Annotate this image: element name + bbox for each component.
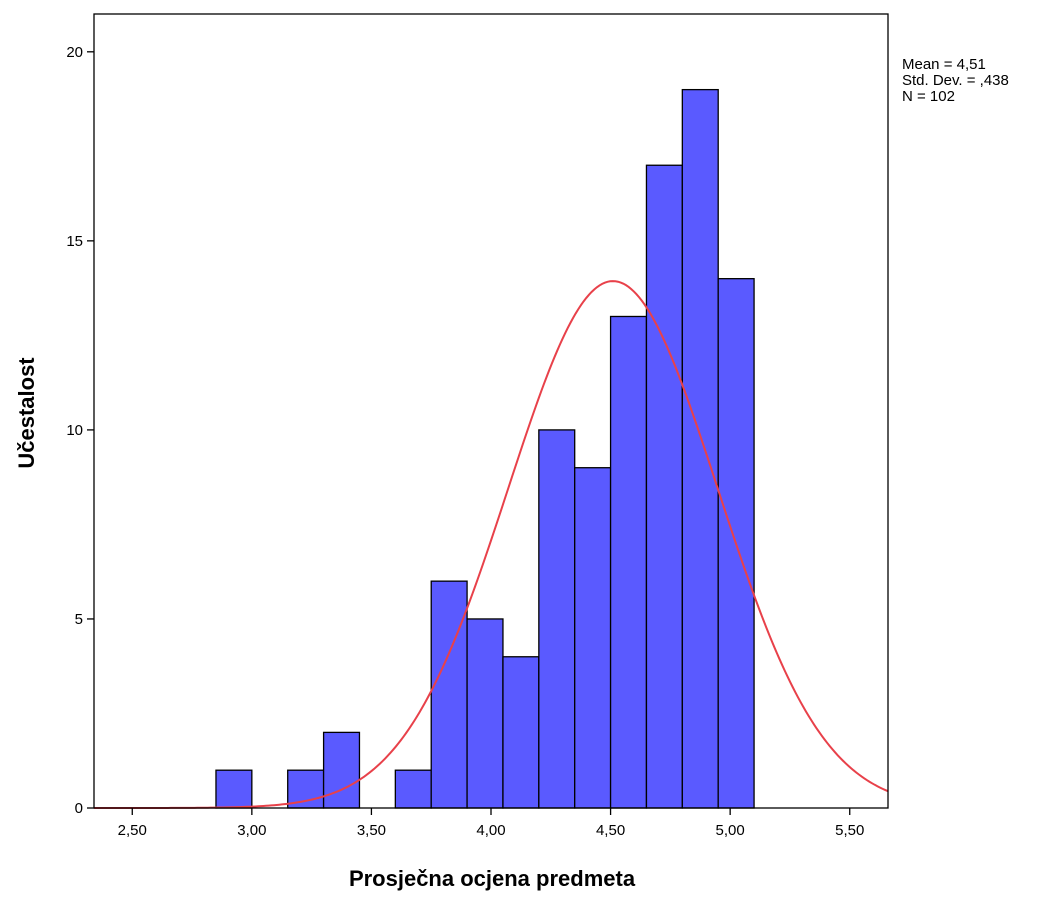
x-tick-label: 4,00 <box>476 822 505 839</box>
x-tick-label: 5,50 <box>835 822 864 839</box>
y-tick-label: 10 <box>66 422 83 439</box>
y-axis: 0 5 10 15 20 <box>66 44 94 817</box>
stats-line: Std. Dev. = ,438 <box>902 72 1009 89</box>
histogram-bar <box>538 429 576 809</box>
stats-line: N = 102 <box>902 88 955 105</box>
x-tick-label: 3,50 <box>357 822 386 839</box>
x-tick-label: 3,00 <box>237 822 266 839</box>
x-tick-label: 4,50 <box>596 822 625 839</box>
y-tick-label: 5 <box>75 611 83 628</box>
histogram-bar <box>574 467 612 809</box>
histogram-bar <box>394 769 432 809</box>
y-tick-label: 0 <box>75 800 83 817</box>
x-tick-label: 5,00 <box>716 822 745 839</box>
histogram-bar <box>322 731 361 809</box>
histogram-bar <box>430 580 468 809</box>
histogram-bar <box>681 88 719 809</box>
x-axis: 2,50 3,00 3,50 4,00 4,50 5,00 5,50 <box>118 808 864 839</box>
y-tick-label: 15 <box>66 233 83 250</box>
stats-line: Mean = 4,51 <box>902 56 986 73</box>
histogram-bar <box>645 164 683 809</box>
histogram-bars <box>215 88 755 809</box>
x-axis-title: Prosječna ocjena predmeta <box>349 866 636 891</box>
histogram-bar <box>609 315 648 809</box>
x-tick-label: 2,50 <box>118 822 147 839</box>
histogram-bar <box>466 618 504 809</box>
histogram-bar <box>502 656 540 809</box>
y-axis-title: Učestalost <box>14 357 39 469</box>
histogram-bar <box>215 769 253 809</box>
y-tick-label: 20 <box>66 44 83 61</box>
